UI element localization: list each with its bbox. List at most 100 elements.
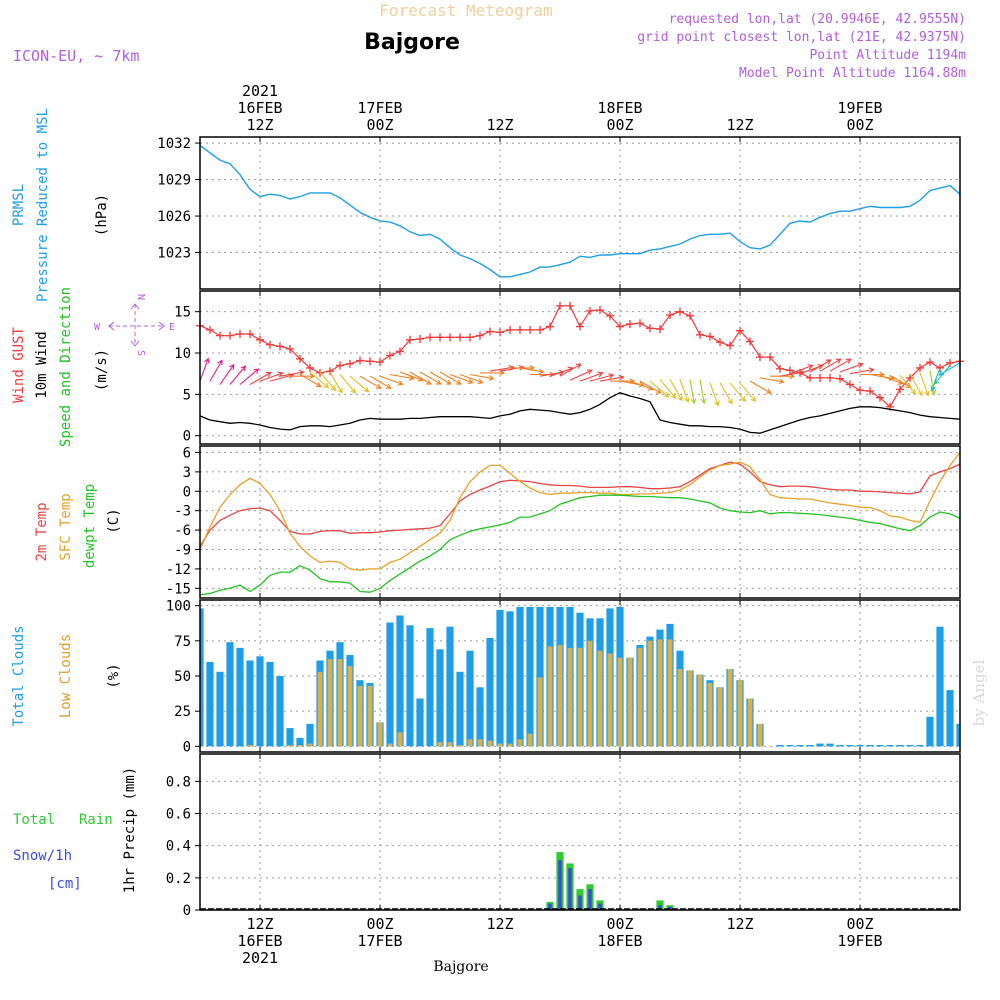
- ytick-label: 0: [183, 484, 191, 500]
- gust-point: [216, 331, 224, 340]
- bottom-time-label: 12Z: [726, 915, 753, 933]
- temp-unit: (C): [106, 508, 122, 533]
- gust-label: Wind GUST: [11, 327, 27, 403]
- gust-point: [356, 356, 364, 365]
- cloud-unit: (%): [106, 663, 122, 688]
- low-cloud-bar: [577, 647, 583, 747]
- gust-point: [206, 325, 214, 334]
- bottom-time-label: 00Z: [846, 915, 873, 933]
- low-cloud-bar: [567, 647, 573, 747]
- wind-arrow: [459, 373, 484, 385]
- precip-snow-label: Snow/1h: [13, 848, 72, 864]
- ytick-label: 0.2: [166, 871, 191, 887]
- low-cloud-bar: [717, 687, 723, 747]
- low-cloud-bar: [247, 745, 253, 747]
- total-cloud-bar: [286, 728, 294, 747]
- low-cloud-bar: [497, 743, 503, 747]
- wind-arrow: [419, 371, 442, 385]
- ytick-label: 1029: [157, 173, 191, 189]
- top-time-label: 12Z: [726, 116, 753, 134]
- top-time-label: 00Z: [846, 116, 873, 134]
- low-cloud-bar: [747, 698, 753, 747]
- low-cloud-bar: [337, 659, 343, 747]
- gust-point: [326, 367, 334, 376]
- wind-frame: [199, 290, 961, 445]
- wind-arrow: [899, 375, 917, 395]
- gust-point: [626, 320, 634, 329]
- gust-point: [686, 311, 694, 320]
- gust-point: [896, 385, 904, 394]
- total-cloud-bar: [846, 745, 854, 747]
- gust-point: [266, 340, 274, 349]
- wind-arrow: [679, 379, 690, 404]
- total-cloud-bar: [956, 723, 960, 747]
- wind-arrow: [589, 373, 615, 382]
- gust-point: [396, 347, 404, 356]
- total-cloud-bar: [306, 723, 314, 747]
- bottom-time-label: 16FEB: [237, 932, 282, 950]
- gust-point: [756, 353, 764, 362]
- total-cloud-bar: [426, 628, 434, 747]
- wind-arrow: [339, 374, 357, 394]
- total-cloud-bar: [826, 743, 834, 747]
- precip-snow-unit: [cm]: [48, 876, 82, 892]
- clouds-frame: [199, 599, 961, 753]
- gust-point: [706, 332, 714, 341]
- bottom-time-label: 00Z: [606, 915, 633, 933]
- gust-point: [806, 373, 814, 382]
- precip-ylabel: 1hr Precip (mm): [122, 767, 138, 893]
- total-cloud-bar: [906, 745, 914, 747]
- total-cloud-bar: [396, 615, 404, 747]
- wind-arrow: [639, 380, 662, 394]
- precip-frame: [199, 753, 961, 911]
- wind-arrow: [369, 375, 392, 389]
- gust-point: [836, 374, 844, 383]
- total-cloud-bar: [416, 698, 424, 747]
- wind-arrow: [309, 371, 330, 389]
- gust-point: [926, 358, 934, 367]
- gust-point: [256, 335, 264, 344]
- low-cloud-bar: [597, 650, 603, 747]
- wind-arrow: [199, 357, 210, 382]
- ytick-label: 100: [166, 599, 191, 615]
- gust-point: [346, 359, 354, 368]
- wind-arrow: [389, 373, 415, 381]
- wind-arrow: [349, 375, 370, 393]
- gust-point: [736, 326, 744, 335]
- low-cloud-bar: [367, 685, 373, 747]
- wind-arrow: [929, 370, 937, 396]
- wind-arrow: [239, 368, 260, 385]
- low-cloud-bar: [587, 640, 593, 747]
- compass-east: E: [169, 322, 175, 333]
- gust-point: [606, 311, 614, 320]
- total-cloud-bar: [526, 607, 534, 747]
- ytick-label: 0.6: [166, 807, 191, 823]
- low-cloud-bar: [347, 666, 353, 747]
- wind-compass: W E N S: [94, 294, 175, 356]
- low-cloud-bar: [517, 739, 523, 747]
- total-cloud-bar: [856, 745, 864, 747]
- gust-point: [846, 380, 854, 389]
- ytick-label: 0: [183, 903, 191, 919]
- bottom-time-label: 12Z: [246, 915, 273, 933]
- compass-west: W: [94, 322, 101, 333]
- total-cloud-bar: [896, 745, 904, 747]
- gust-point: [436, 333, 444, 342]
- total-cloud-bar: [816, 743, 824, 747]
- ytick-label: 0.8: [166, 774, 191, 790]
- total-cloud-bar: [496, 609, 504, 747]
- t2m-label: 2m Temp: [34, 502, 50, 561]
- gust-point: [276, 342, 284, 351]
- wind-arrow: [439, 371, 462, 385]
- ytick-label: 1032: [157, 136, 191, 152]
- gust-point: [636, 319, 644, 328]
- wind-arrow: [849, 367, 875, 375]
- wind-arrow: [359, 375, 382, 389]
- gust-point: [296, 354, 304, 363]
- wind-arrow: [599, 374, 625, 382]
- bottom-time-label: 00Z: [366, 915, 393, 933]
- wind-arrow: [699, 379, 707, 405]
- wind-arrow: [559, 363, 582, 377]
- total-cloud-bar: [926, 716, 934, 747]
- gust-point: [536, 325, 544, 334]
